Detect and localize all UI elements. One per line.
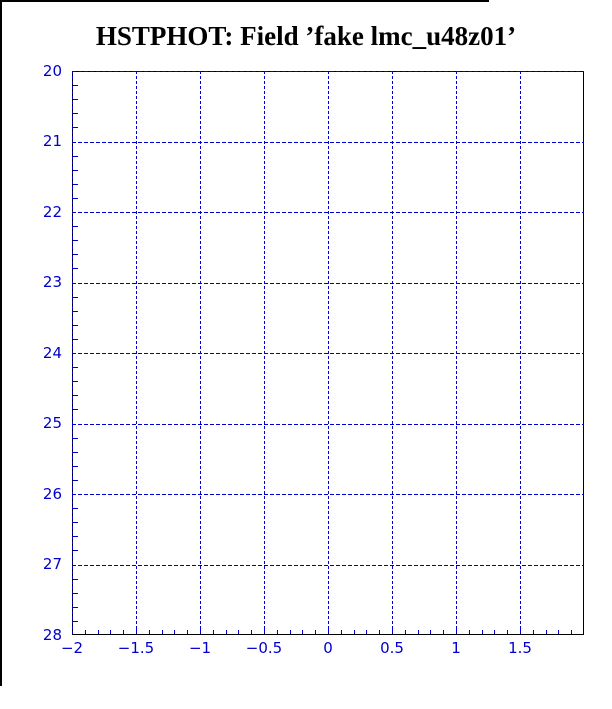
- x-tick-label: −1: [188, 639, 212, 657]
- x-tick-label: −1.5: [117, 639, 155, 657]
- x-tick-label: −0.5: [245, 639, 283, 657]
- y-tick-label: 25: [42, 414, 62, 432]
- x-tick-label: 1: [451, 639, 461, 657]
- y-tick-label: 20: [42, 62, 62, 80]
- x-tick-label: −2: [60, 639, 84, 657]
- y-tick-label: 26: [42, 485, 62, 503]
- y-tick-label: 27: [42, 555, 62, 573]
- y-tick-label: 24: [42, 344, 62, 362]
- window-frame-left: [0, 0, 2, 686]
- x-tick-label: 0: [323, 639, 333, 657]
- x-tick-label: 1.5: [508, 639, 532, 657]
- y-tick-label: 28: [42, 626, 62, 644]
- chart-title: HSTPHOT: Field ’fake lmc_u48z01’: [95, 21, 517, 51]
- y-tick-label: 23: [42, 273, 62, 291]
- y-tick-label: 21: [42, 132, 62, 150]
- x-tick-label: 0.5: [380, 639, 404, 657]
- y-tick-label: 22: [42, 203, 62, 221]
- window-frame-top: [0, 0, 489, 2]
